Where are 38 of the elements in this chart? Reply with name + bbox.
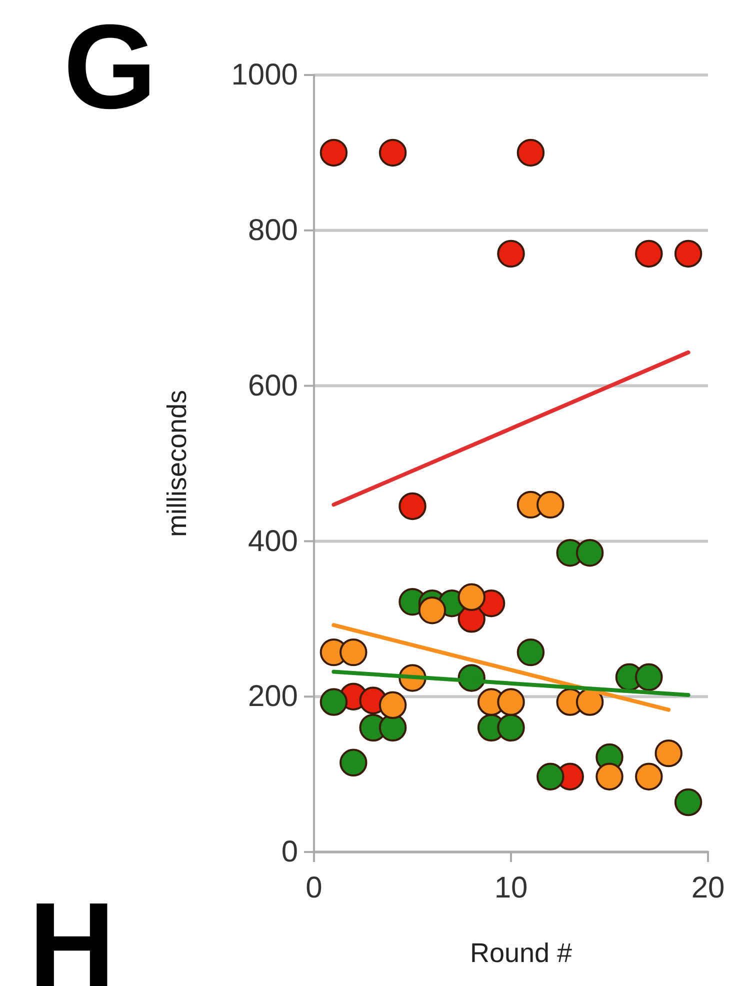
x-tick-label: 10 — [494, 871, 528, 904]
y-tick-label: 200 — [248, 680, 298, 714]
point — [497, 714, 525, 742]
point — [418, 596, 446, 624]
text: G — [63, 0, 157, 134]
y-tick-label: 600 — [248, 369, 298, 402]
point — [674, 788, 702, 816]
point — [635, 663, 663, 692]
point — [635, 240, 663, 268]
point — [458, 583, 486, 611]
point — [516, 638, 545, 666]
text: H — [28, 878, 116, 986]
x-tick-label: 0 — [306, 871, 322, 904]
y-axis-title: milliseconds — [162, 390, 192, 538]
x-axis-title: Round # — [470, 938, 572, 968]
point — [654, 739, 682, 768]
point — [320, 138, 348, 167]
point — [516, 138, 545, 167]
y-tick-label: 800 — [248, 214, 298, 247]
y-tick-label: 0 — [281, 836, 298, 869]
x-tick-label: 20 — [691, 871, 725, 904]
point — [398, 492, 426, 520]
point — [320, 688, 348, 716]
point — [536, 490, 564, 519]
point — [596, 762, 624, 790]
point — [536, 762, 564, 790]
point — [576, 688, 604, 716]
point — [576, 539, 604, 567]
y-tick-label: 1000 — [231, 58, 298, 92]
point — [340, 748, 368, 776]
point — [674, 240, 702, 268]
point — [378, 138, 407, 167]
point — [340, 638, 368, 666]
point — [497, 688, 525, 716]
point — [378, 691, 407, 719]
point — [635, 762, 663, 790]
point — [497, 240, 525, 268]
y-tick-label: 400 — [248, 524, 298, 558]
